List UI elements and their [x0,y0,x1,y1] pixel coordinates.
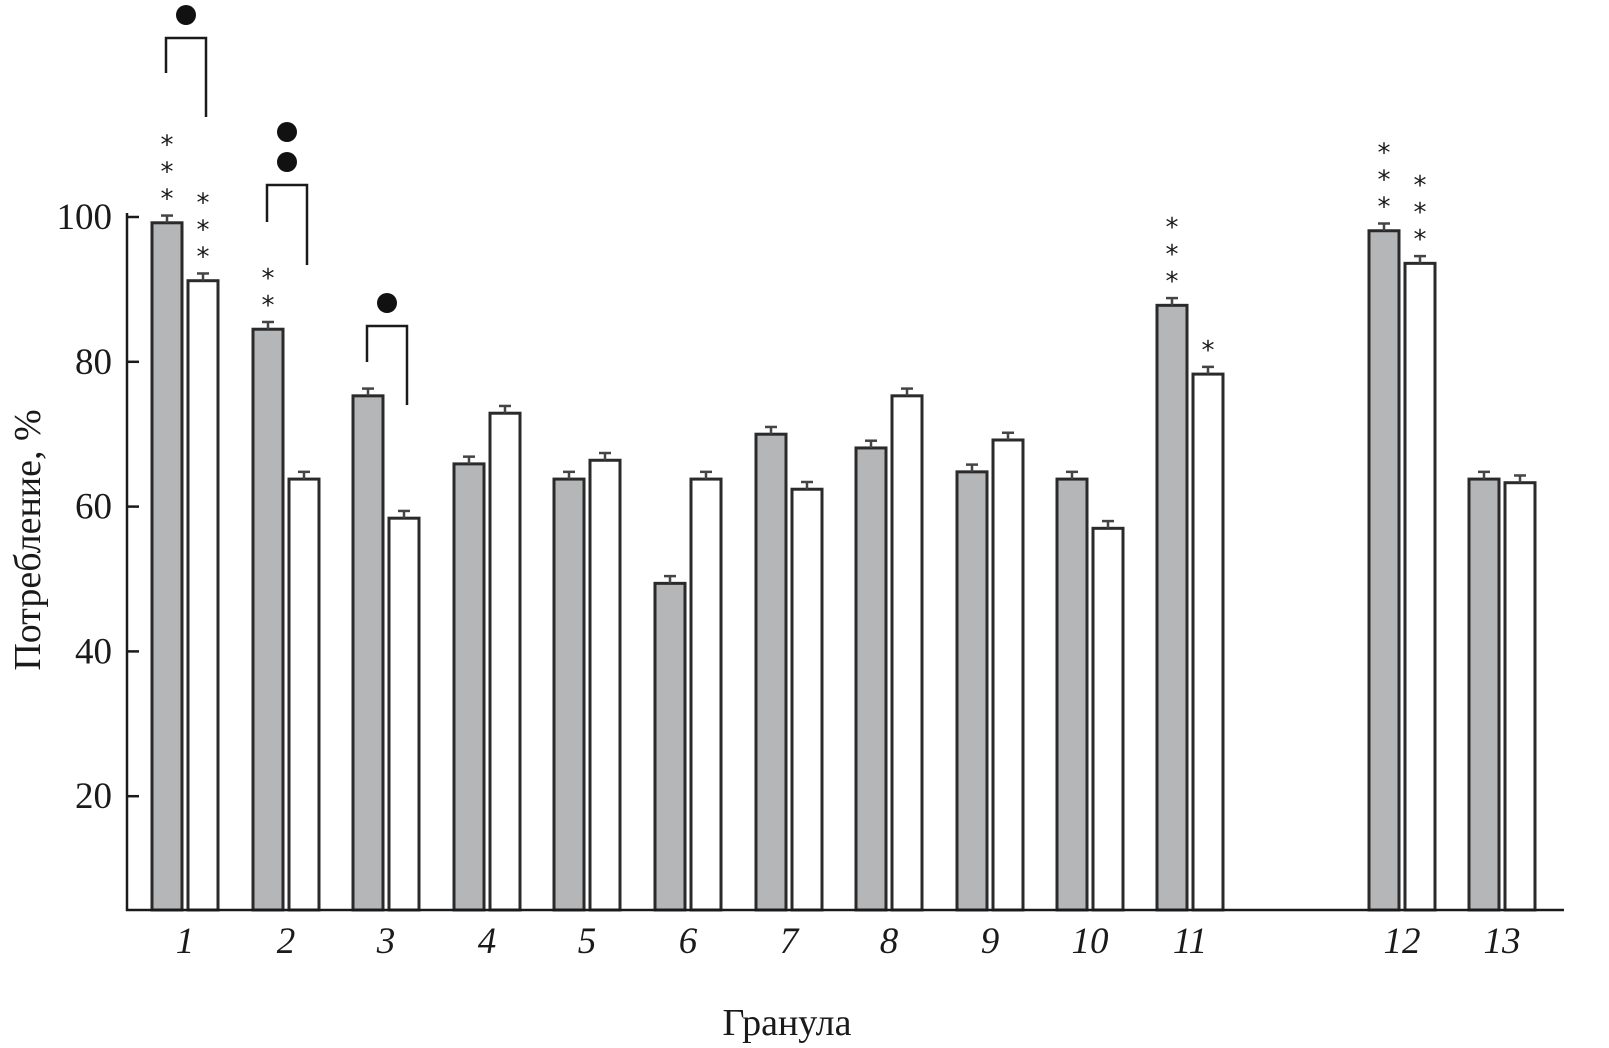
bar-gray-4 [452,462,486,912]
bar-gray-10 [1055,477,1089,912]
significance-star: * [1202,336,1215,366]
y-tick-label: 40 [75,631,112,672]
x-tick-label: 10 [1072,921,1110,962]
significance-dot [377,293,397,313]
x-tick-label: 3 [376,921,396,962]
bar-gray-1 [150,221,184,912]
bar-white-10 [1091,526,1125,912]
significance-bracket [365,324,409,405]
y-ticks: 20 40 60 80 100 [57,197,139,817]
y-tick-label: 20 [75,776,112,817]
bar-gray-7 [754,432,788,912]
x-tick-labels: 1 2 3 4 5 6 7 8 9 10 11 12 13 [176,921,1521,962]
significance-dot [176,5,196,25]
significance-bracket [265,183,309,265]
bar-gray-12 [1367,229,1401,912]
x-tick-label: 5 [578,921,597,962]
bar-white-5 [588,458,622,912]
bar-white-9 [991,438,1025,912]
bar-white-3 [387,516,421,912]
bar-white-12 [1403,261,1437,912]
significance-star: * [1414,225,1427,255]
bar-white-2 [287,477,321,912]
bar-gray-9 [955,470,989,912]
significance-star: * [1166,213,1179,243]
bar-gray-11 [1155,303,1189,912]
bar-gray-5 [552,477,586,912]
x-tick-label: 11 [1173,921,1207,962]
x-tick-label: 8 [880,921,899,962]
significance-bracket [164,36,208,117]
significance-star: * [1378,193,1391,223]
y-axis-title: Потребление, % [7,409,49,670]
significance-dot [277,152,297,172]
significance-star: * [161,158,174,188]
bar-gray-3 [351,394,385,912]
x-axis-title: Гранула [723,1002,852,1044]
significance-star: * [197,242,210,272]
significance-star: * [262,291,275,321]
annotations-group: ******** ********** [161,5,1427,405]
x-tick-label: 9 [981,921,1000,962]
bar-gray-6 [653,581,687,912]
significance-star: * [1414,171,1427,201]
significance-star: * [1166,267,1179,297]
significance-star: * [161,185,174,215]
bar-white-1 [186,279,220,912]
bar-gray-13 [1467,477,1501,912]
significance-dot [277,122,297,142]
bar-gray-2 [251,327,285,912]
y-tick-label: 60 [75,487,112,528]
x-tick-label: 7 [780,921,800,962]
bar-white-6 [689,477,723,912]
bars-group [150,214,1537,912]
significance-star: * [1414,198,1427,228]
significance-star: * [161,131,174,161]
x-tick-label: 6 [679,921,698,962]
x-tick-label: 13 [1484,921,1521,962]
significance-star: * [1378,166,1391,196]
significance-star: * [262,264,275,294]
bar-gray-8 [854,446,888,912]
significance-star: * [1166,240,1179,270]
x-tick-label: 4 [478,921,497,962]
y-tick-label: 100 [57,197,113,238]
bar-white-8 [890,394,924,912]
y-tick-label: 80 [75,342,112,383]
significance-star: * [1378,139,1391,169]
x-tick-label: 1 [176,921,195,962]
bar-white-4 [488,411,522,912]
x-tick-label: 2 [277,921,296,962]
x-tick-label: 12 [1384,921,1421,962]
significance-star: * [197,188,210,218]
significance-star: * [197,215,210,245]
bar-white-13 [1503,481,1537,912]
bar-white-7 [790,487,824,912]
bar-white-11 [1191,372,1225,912]
